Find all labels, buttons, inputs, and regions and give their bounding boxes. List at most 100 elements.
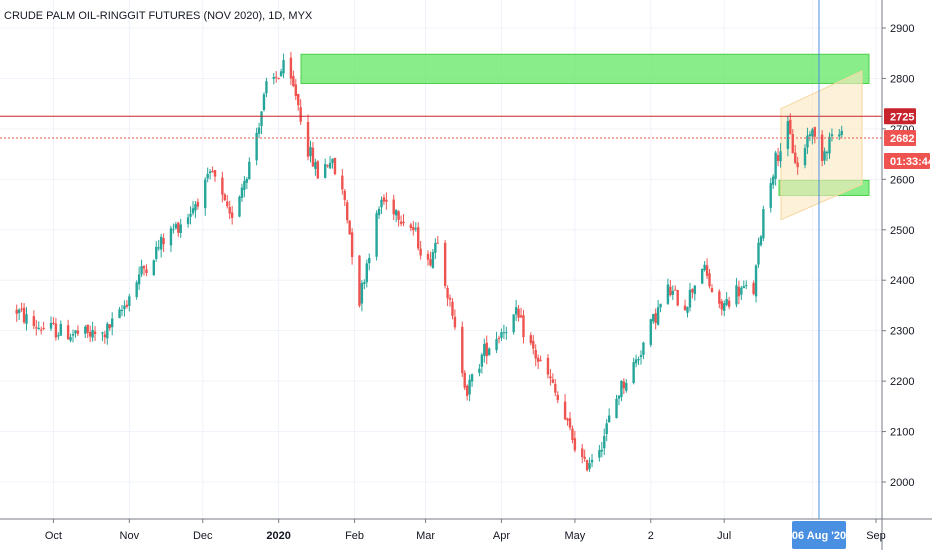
candle-body: [306, 121, 310, 157]
x-tick-label: May: [564, 530, 585, 542]
candle-body: [76, 330, 80, 334]
candle-body: [40, 329, 43, 331]
supply-zone: [300, 53, 870, 84]
candle-body: [392, 199, 395, 215]
candle-body: [683, 305, 687, 311]
candle-body: [93, 331, 97, 334]
candle-body: [74, 330, 77, 334]
candle-body: [297, 94, 300, 106]
candle-body: [786, 121, 790, 149]
candle-body: [794, 152, 797, 163]
candle-body: [551, 379, 555, 383]
candle-body: [196, 201, 200, 207]
candle-body: [828, 136, 831, 154]
candle-body: [289, 57, 293, 79]
x-tick-label: Jul: [717, 530, 731, 542]
candle-body: [727, 300, 731, 307]
y-tick-label: 2800: [890, 73, 914, 85]
candle-body: [742, 286, 746, 289]
candle-body: [431, 252, 435, 268]
candle-body: [368, 257, 371, 264]
candle-body: [265, 81, 268, 94]
candle-body: [461, 326, 464, 374]
x-tick-label: Dec: [193, 530, 213, 542]
candle-body: [228, 207, 231, 214]
candle-body: [654, 313, 657, 324]
candle-body: [88, 331, 92, 337]
candle-body: [417, 227, 420, 249]
candle-body: [723, 303, 726, 311]
candle-body: [549, 376, 552, 379]
candle-body: [686, 307, 689, 313]
candle-body: [752, 282, 755, 294]
candle-body: [674, 289, 677, 291]
candle-body: [59, 323, 62, 336]
candle-body: [360, 282, 364, 304]
y-tick-label: 2900: [890, 23, 914, 35]
candle-body: [571, 428, 574, 440]
candle-body: [615, 398, 618, 419]
candle-body: [135, 282, 138, 298]
candle-body: [840, 130, 843, 135]
candle-body: [529, 335, 533, 344]
candle-body: [365, 263, 368, 283]
x-axis-ticks: Oct Nov Dec 2020 Feb Mar Apr May 2 Jul Sep: [45, 519, 886, 542]
candle-body: [720, 301, 723, 310]
candle-body: [66, 325, 70, 340]
candle-body: [348, 220, 351, 235]
candle-body: [745, 285, 748, 287]
candle-body: [211, 171, 214, 173]
candle-body: [776, 155, 780, 161]
candle-body: [505, 332, 508, 334]
candle-body: [221, 177, 224, 195]
y-tick-label: 2400: [890, 275, 914, 287]
candle-body: [84, 326, 87, 334]
candle-body: [341, 175, 344, 190]
candle-body: [213, 170, 217, 177]
candle-body: [86, 324, 89, 333]
candle-body: [275, 76, 278, 78]
candle-body: [174, 224, 178, 229]
candle-body: [691, 288, 694, 293]
candle-body: [759, 236, 763, 246]
candle-body: [409, 224, 413, 229]
candle-body: [649, 319, 652, 345]
candle-body: [757, 242, 760, 265]
candle-body: [779, 151, 782, 162]
candle-body: [69, 337, 72, 341]
last-price-label-bg: [884, 129, 916, 146]
candle-body: [152, 260, 156, 276]
candle-body: [791, 134, 794, 153]
candle-body: [343, 190, 346, 200]
candle-body: [436, 242, 439, 244]
x-tick-label: Apr: [493, 530, 510, 542]
candle-body: [820, 134, 824, 162]
candle-body: [708, 273, 711, 287]
last-price-label: 2682: [884, 129, 916, 146]
candle-body: [725, 299, 728, 305]
candle-body: [208, 171, 212, 174]
candle-body: [642, 342, 645, 355]
candle-body: [590, 459, 594, 463]
candle-body: [446, 288, 449, 299]
candle-body: [632, 362, 635, 383]
candle-body: [226, 201, 229, 207]
candle-body: [806, 135, 809, 148]
candle-body: [546, 357, 550, 375]
candle-body: [137, 274, 141, 285]
candle-body: [412, 227, 415, 231]
candle-body: [453, 316, 457, 328]
candle-body: [718, 291, 721, 304]
candle-body: [255, 132, 258, 161]
candle-body: [155, 246, 158, 259]
candle-body: [243, 181, 246, 190]
candle-body: [145, 269, 148, 274]
candle-body: [514, 307, 518, 315]
candle-body: [536, 357, 540, 362]
candle-body: [333, 157, 337, 175]
candle-body: [600, 449, 604, 452]
candle-body: [485, 342, 488, 357]
candle-body: [54, 323, 58, 338]
